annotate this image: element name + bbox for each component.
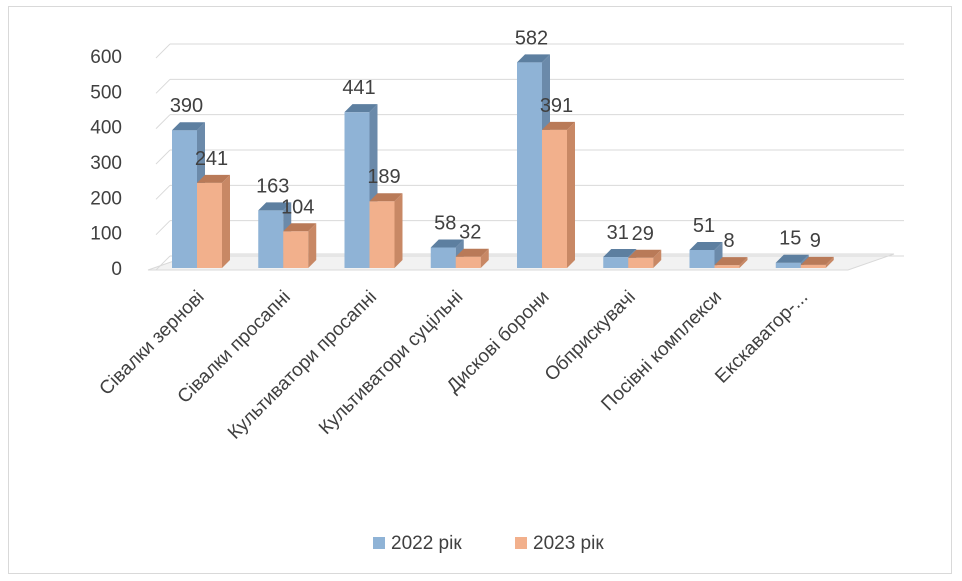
data-label-2-0: 441 [342,77,375,99]
bar-top-4-0 [517,54,550,63]
bar-top-2-0 [344,104,378,113]
bar-side-6-1 [739,257,748,268]
bar-top-7-1 [800,256,834,265]
data-label-1-1: 104 [281,196,314,218]
bar-top-5-0 [603,249,637,258]
gridline-depth-100 [155,220,171,236]
bar-front-7-0 [775,262,801,268]
data-label-0-0: 390 [170,95,203,117]
bar-front-6-0 [689,249,715,268]
bar-side-0-1 [222,174,230,268]
bar-front-4-1 [542,129,567,268]
data-label-5-0: 31 [607,222,629,244]
bar-front-5-1 [628,257,654,268]
y-tick-label-400: 400 [90,118,122,139]
gridline-depth-0 [155,255,171,271]
data-label-6-1: 8 [723,230,734,252]
bar-top-5-1 [628,249,662,258]
data-label-0-1: 241 [195,148,228,170]
y-tick-label-200: 200 [90,188,122,209]
gridline-depth-500 [155,78,171,94]
category-label-3: Культиватори суцільні [315,287,467,439]
chart-frame [8,6,952,574]
category-label-5: Обприскувачі [541,287,640,386]
bar-top-4-1 [542,121,575,130]
bar-4-1 [542,121,575,268]
bar-side-2-1 [394,193,403,268]
bar-0-1 [197,174,230,268]
bar-6-0 [689,241,723,268]
category-label-2: Культиватори просапні [224,287,381,444]
legend-label-0: 2022 рік [391,533,462,554]
y-tick-label-500: 500 [90,82,122,103]
bar-front-3-0 [430,247,456,268]
legend-swatch-0 [373,537,385,549]
bar-front-7-1 [800,264,826,268]
bar-2-0 [344,104,378,269]
data-label-1-0: 163 [256,175,289,197]
bar-top-1-1 [283,223,317,232]
bar-side-5-1 [653,249,662,268]
bar-top-0-1 [197,174,230,183]
bar-2-1 [369,193,403,268]
legend-swatch-1 [515,537,527,549]
bar-front-2-1 [369,201,395,268]
bar-top-1-0 [258,202,292,211]
data-label-7-1: 9 [810,230,821,252]
bar-front-4-0 [517,62,542,268]
bar-top-3-0 [430,239,464,248]
bar-6-1 [714,257,748,268]
bar-top-2-1 [369,193,403,202]
data-label-2-1: 189 [367,166,400,188]
data-label-3-1: 32 [459,222,481,244]
bar-5-1 [628,249,662,268]
bar-top-7-0 [775,254,809,263]
category-label-7: Екскаватор-... [711,287,812,388]
bar-front-0-1 [197,182,222,268]
gridline-depth-400 [155,114,171,130]
data-label-7-0: 15 [779,228,801,250]
bar-front-6-1 [714,265,740,268]
bar-top-6-1 [714,257,748,266]
bar-front-1-1 [283,231,309,268]
bar-top-3-1 [455,248,489,257]
gridline-depth-200 [155,184,171,200]
bar-front-5-0 [603,257,629,268]
data-label-4-0: 582 [515,27,548,49]
y-tick-label-300: 300 [90,153,122,174]
bar-front-1-0 [258,210,284,268]
bar-top-0-0 [172,122,205,131]
legend-label-1: 2023 рік [533,533,604,554]
data-label-4-1: 391 [540,95,573,117]
y-tick-label-600: 600 [90,47,122,68]
bar-7-1 [800,256,834,268]
bar-3-1 [455,248,489,268]
bar-side-4-1 [567,121,575,268]
bar-1-1 [283,223,317,268]
bar-top-6-0 [689,241,723,250]
bar-front-0-0 [172,130,197,268]
bar-side-7-1 [825,256,834,268]
gridline-depth-300 [155,149,171,165]
y-tick-label-100: 100 [90,224,122,245]
bar-front-2-0 [344,112,370,269]
y-tick-label-0: 0 [111,259,122,280]
bar-side-1-1 [308,223,317,268]
gridline-depth-600 [155,43,171,59]
data-label-5-1: 29 [632,223,654,245]
data-label-6-0: 51 [693,215,715,237]
bar-side-3-1 [480,248,489,268]
data-label-3-0: 58 [434,213,456,235]
bar-front-3-1 [455,256,481,268]
